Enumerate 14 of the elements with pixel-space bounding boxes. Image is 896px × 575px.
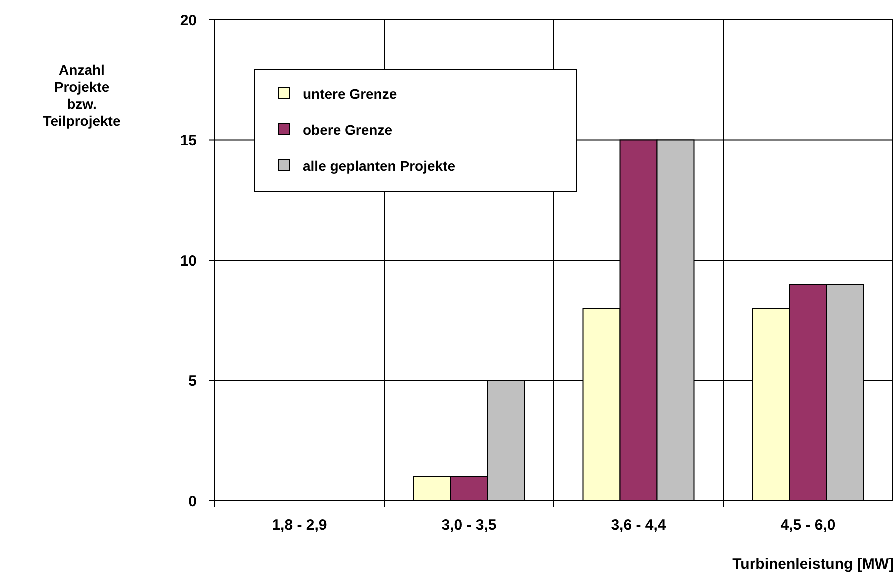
- x-axis-title: Turbinenleistung [MW]: [732, 556, 894, 573]
- x-tick-label: 3,0 - 3,5: [442, 517, 497, 534]
- legend-label: untere Grenze: [303, 86, 398, 102]
- legend-label: alle geplanten Projekte: [303, 158, 456, 174]
- y-tick-label: 0: [188, 493, 197, 510]
- y-tick-label: 15: [180, 132, 197, 150]
- legend-label: obere Grenze: [303, 122, 393, 138]
- y-tick-label: 20: [180, 12, 197, 30]
- y-tick-label: 5: [188, 373, 197, 390]
- x-tick-label: 3,6 - 4,4: [611, 517, 667, 534]
- y-tick-label: 10: [180, 252, 197, 270]
- x-tick-label: 4,5 - 6,0: [780, 517, 836, 534]
- x-tick-label: 1,8 - 2,9: [272, 517, 328, 534]
- y-axis-title: Anzahl Projekte bzw. Teilprojekte: [43, 62, 121, 129]
